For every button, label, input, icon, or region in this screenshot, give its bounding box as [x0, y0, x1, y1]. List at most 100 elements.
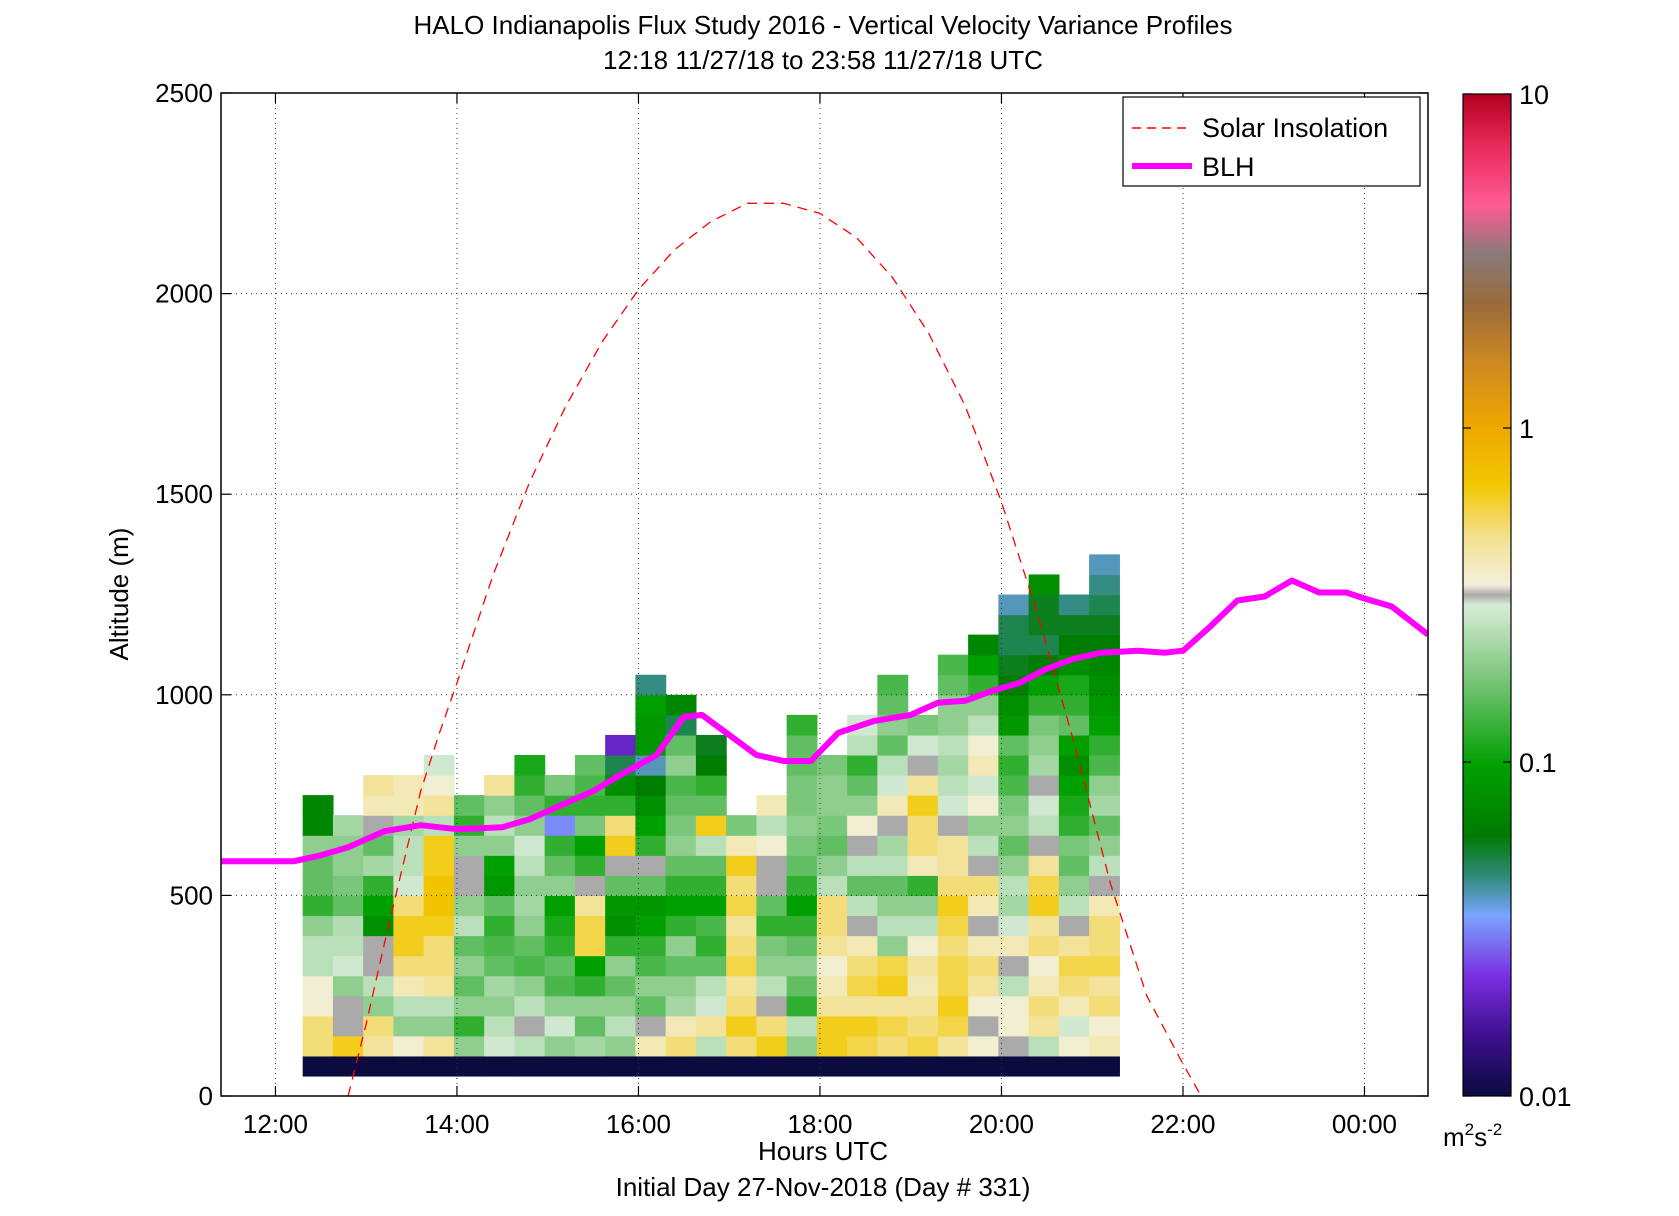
heatmap-cell — [756, 875, 788, 896]
heatmap-cell — [363, 855, 395, 876]
heatmap-cell — [605, 895, 637, 917]
heatmap-cell — [786, 815, 818, 836]
heatmap-cell — [393, 1015, 425, 1037]
heatmap-cell — [544, 875, 576, 896]
heatmap-cell — [665, 1055, 697, 1077]
heatmap-cell — [423, 855, 455, 876]
heatmap-cell — [453, 855, 485, 876]
heatmap-cell — [514, 795, 546, 816]
heatmap-cell — [332, 995, 364, 1017]
heatmap-cell — [1089, 754, 1120, 776]
heatmap-cell — [605, 1055, 637, 1077]
heatmap-cell — [574, 754, 606, 776]
heatmap-cell — [544, 1015, 576, 1037]
heatmap-cell — [968, 634, 999, 656]
heatmap-cell — [816, 754, 848, 776]
series-line-solar-insolation — [347, 202, 1202, 1096]
heatmap-cell — [937, 775, 969, 796]
heatmap-cell — [665, 915, 697, 937]
heatmap-cell — [1028, 775, 1060, 796]
heatmap-cell — [1028, 654, 1060, 676]
heatmap-cell — [937, 895, 969, 917]
heatmap-cell — [574, 835, 606, 856]
heatmap-cell — [574, 1015, 606, 1037]
heatmap-cell — [635, 875, 667, 896]
heatmap-cell — [816, 1055, 848, 1077]
heatmap-cell — [968, 975, 999, 997]
heatmap-cell — [423, 795, 455, 816]
heatmap-cell — [756, 815, 788, 836]
heatmap-cell — [665, 975, 697, 997]
heatmap-cell — [332, 855, 364, 876]
heatmap-cell — [635, 1035, 667, 1057]
heatmap-cell — [877, 795, 909, 816]
heatmap-cell — [423, 915, 455, 937]
x-axis-ticks: 12:00 14:00 16:00 18:00 20:00 22:00 00:00 — [243, 93, 1397, 1139]
heatmap-cell — [302, 815, 334, 836]
heatmap-cell — [907, 1055, 939, 1077]
heatmap-cell — [1058, 915, 1090, 937]
colorbar-tick-label: 10 — [1519, 80, 1549, 110]
heatmap-cell — [1058, 875, 1090, 896]
heatmap-cell — [695, 775, 727, 796]
heatmap-cell — [514, 835, 546, 856]
heatmap-cell — [1058, 815, 1090, 836]
colorbar-ticks: 0.01 0.1 1 10 — [1463, 80, 1572, 1112]
heatmap-cell — [665, 1015, 697, 1037]
heatmap-cell — [363, 1035, 395, 1057]
heatmap-cell — [1089, 915, 1120, 937]
heatmap-cell — [1058, 775, 1090, 796]
heatmap-cell — [695, 995, 727, 1017]
heatmap-cell — [605, 734, 637, 756]
legend-box — [1122, 96, 1421, 187]
heatmap-cell — [423, 754, 455, 776]
heatmap-cell — [544, 915, 576, 937]
heatmap-cell — [635, 995, 667, 1017]
heatmap-cell — [937, 935, 969, 957]
series-line-blh — [221, 577, 1428, 865]
heatmap-cell — [877, 855, 909, 876]
y-axis-label: Altitude (m) — [104, 528, 134, 661]
heatmap-cell — [726, 995, 757, 1017]
heatmap-cell — [756, 895, 788, 917]
heatmap-cell — [968, 1015, 999, 1037]
heatmap-cell — [907, 895, 939, 917]
heatmap-cell — [484, 855, 516, 876]
heatmap-cell — [968, 714, 999, 736]
heatmap-cell — [605, 855, 637, 876]
heatmap-cell — [847, 1035, 878, 1057]
heatmap-cell — [423, 1055, 455, 1077]
heatmap-cell — [877, 1055, 909, 1077]
heatmap-cell — [1028, 754, 1060, 776]
heatmap-cell — [423, 835, 455, 856]
y-tick-label: 1500 — [155, 479, 213, 509]
heatmap-cell — [726, 1055, 757, 1077]
heatmap-cell — [816, 835, 848, 856]
heatmap-cell — [998, 855, 1030, 876]
heatmap-cell — [635, 714, 667, 736]
heatmap-cell — [907, 975, 939, 997]
heatmap-cell — [393, 935, 425, 957]
x-tick-label: 22:00 — [1150, 1109, 1215, 1139]
heatmap-cell — [423, 1015, 455, 1037]
colorbar: 0.01 0.1 1 10 m2s-2 — [1443, 80, 1572, 1152]
heatmap-cell — [816, 935, 848, 957]
heatmap-cell — [302, 795, 334, 816]
heatmap-cell — [332, 955, 364, 977]
heatmap-cell — [453, 955, 485, 977]
heatmap-cell — [695, 975, 727, 997]
heatmap-cell — [1028, 815, 1060, 836]
heatmap-cell — [937, 734, 969, 756]
heatmap-cell — [574, 1055, 606, 1077]
heatmap-cell — [1089, 694, 1120, 716]
heatmap-cell — [574, 1035, 606, 1057]
heatmap-cell — [605, 795, 637, 816]
heatmap-cell — [453, 995, 485, 1017]
heatmap-cell — [907, 915, 939, 937]
heatmap-cell — [695, 935, 727, 957]
heatmap-cell — [756, 1055, 788, 1077]
heatmap-cell — [877, 1035, 909, 1057]
heatmap-cell — [877, 915, 909, 937]
heatmap-cell — [968, 654, 999, 676]
heatmap-cell — [484, 935, 516, 957]
